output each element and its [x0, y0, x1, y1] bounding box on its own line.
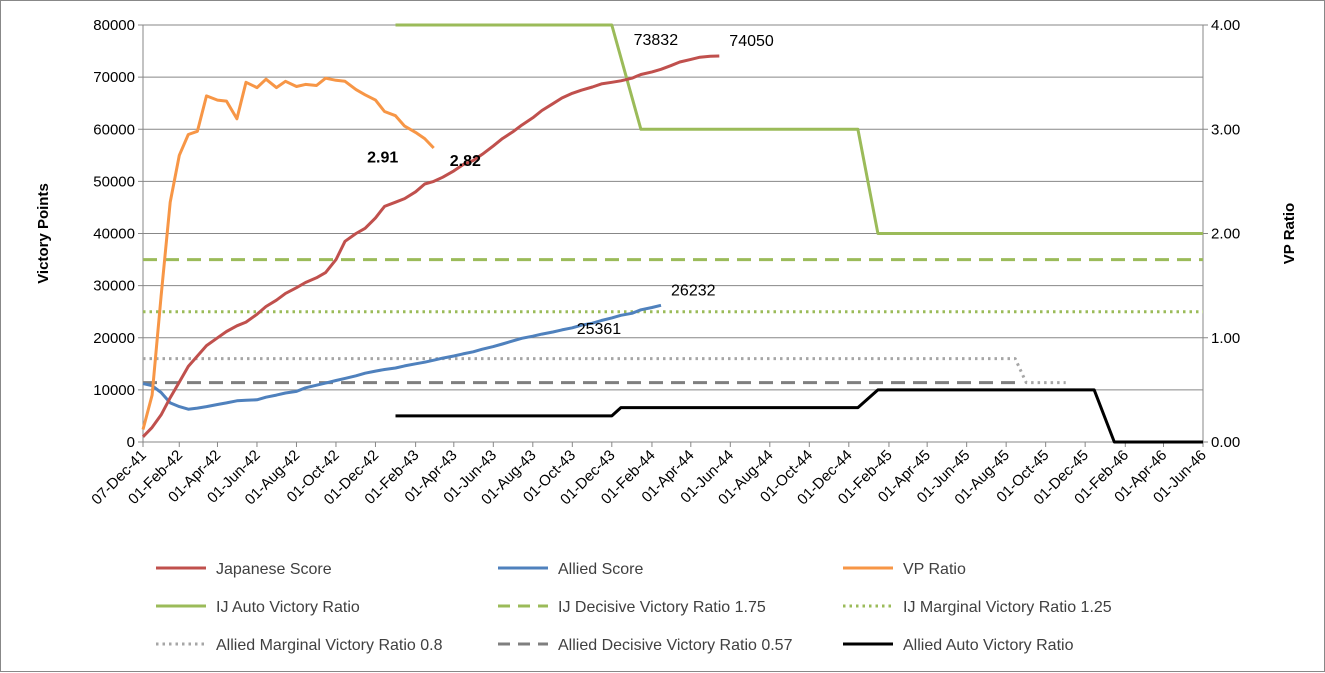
- data-label: 2.82: [450, 153, 481, 170]
- y-tick-label: 50000: [93, 173, 135, 190]
- y-tick-label: 40000: [93, 226, 135, 243]
- data-label: 25361: [577, 321, 622, 338]
- legend-label: Allied Score: [558, 561, 643, 578]
- y2-tick-label: 2.00: [1211, 226, 1240, 243]
- y2-tick-label: 4.00: [1211, 17, 1240, 34]
- data-label: 73832: [634, 32, 679, 49]
- series-line-vp-ratio: [141, 76, 435, 430]
- legend-label: Allied Auto Victory Ratio: [903, 637, 1074, 654]
- legend-label: IJ Decisive Victory Ratio 1.75: [558, 599, 766, 616]
- grid-lines: [143, 24, 1203, 391]
- y-tick-label: 20000: [93, 330, 135, 347]
- y2-tick-label: 1.00: [1211, 330, 1240, 347]
- y2-axis-title: VP Ratio: [1281, 203, 1298, 264]
- legend-label: VP Ratio: [903, 561, 966, 578]
- y-tick-label: 10000: [93, 382, 135, 399]
- y2-tick-label: 3.00: [1211, 121, 1240, 138]
- series-lines: [141, 23, 1203, 444]
- legend-label: Japanese Score: [216, 561, 332, 578]
- y-tick-label: 80000: [93, 17, 135, 34]
- data-label: 26232: [671, 282, 716, 299]
- axes: 0 10000 20000 30000 40000 50000 60000 70000 8000…: [35, 17, 1298, 508]
- series-line-allied-marginal-victory-ratio-0-8: [143, 357, 1066, 385]
- legend-label: IJ Marginal Victory Ratio 1.25: [903, 599, 1112, 616]
- series-line-allied-score: [142, 303, 662, 411]
- data-label: 74050: [729, 33, 774, 50]
- y-tick-label: 30000: [93, 278, 135, 295]
- y2-tick-label: 0.00: [1211, 434, 1240, 451]
- y-tick-label: 60000: [93, 121, 135, 138]
- y-tick-label: 70000: [93, 69, 135, 86]
- legend-label: Allied Decisive Victory Ratio 0.57: [558, 637, 793, 654]
- y-axis-title: Victory Points: [35, 183, 52, 284]
- series-line-ij-auto-victory-ratio: [395, 23, 1203, 235]
- data-label: 2.91: [367, 150, 398, 167]
- y-tick-label: 0: [127, 434, 135, 451]
- legend-label: Allied Marginal Victory Ratio 0.8: [216, 637, 443, 654]
- legend-label: IJ Auto Victory Ratio: [216, 599, 360, 616]
- data-labels: 73832 74050 2.91 2.82 26232 25361: [367, 32, 774, 338]
- legend: Japanese Score Allied Score VP Ratio IJ Aut…: [156, 561, 1112, 654]
- series-line-allied-auto-victory-ratio: [395, 388, 1203, 444]
- series-line-japanese-score: [141, 54, 720, 438]
